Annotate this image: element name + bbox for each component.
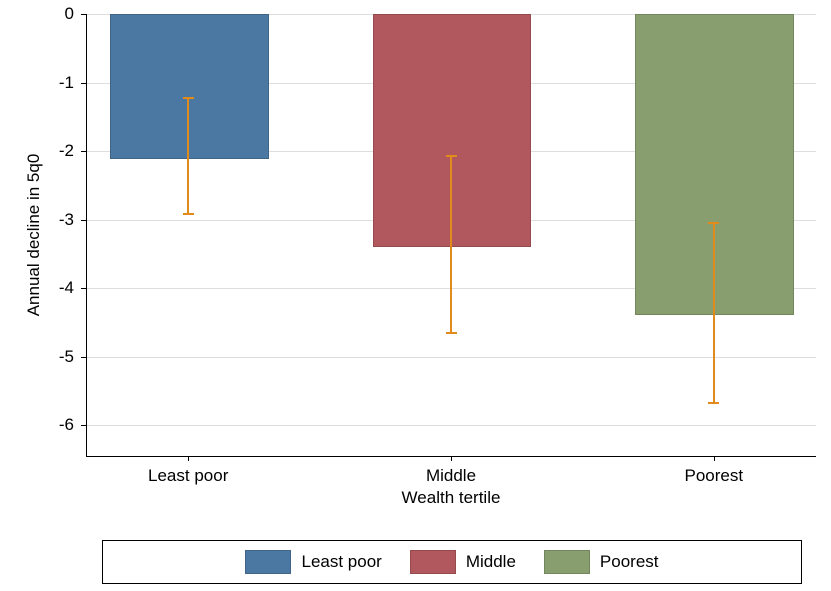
gridline [86,425,816,426]
x-axis-title: Wealth tertile [402,488,501,508]
legend-item-poorest: Poorest [544,550,659,574]
error-cap [446,155,457,157]
y-tick-mark [81,14,86,15]
legend-label: Poorest [600,552,659,572]
legend-label: Least poor [301,552,381,572]
y-tick-label: -5 [0,347,74,367]
error-bar [713,223,715,403]
y-tick-mark [81,83,86,84]
gridline [86,357,816,358]
y-tick-label: 0 [0,4,74,24]
bar-least-poor [110,14,269,159]
y-axis-line [86,14,87,456]
error-cap [183,213,194,215]
x-tick-label: Middle [426,466,476,486]
x-tick-mark [188,456,189,461]
y-tick-mark [81,357,86,358]
x-tick-label: Poorest [685,466,744,486]
error-bar [450,156,452,333]
error-bar [187,98,189,214]
legend: Least poor Middle Poorest [102,540,802,584]
legend-item-least-poor: Least poor [245,550,381,574]
y-tick-mark [81,151,86,152]
chart-container: 0-1-2-3-4-5-6 Least poorMiddlePoorest An… [0,0,831,591]
error-cap [708,222,719,224]
y-tick-label: -6 [0,415,74,435]
x-tick-mark [714,456,715,461]
y-axis-title: Annual decline in 5q0 [24,154,44,317]
y-tick-label: -1 [0,73,74,93]
x-tick-label: Least poor [148,466,228,486]
legend-swatch [544,550,590,574]
y-tick-mark [81,220,86,221]
error-cap [446,332,457,334]
y-tick-mark [81,288,86,289]
legend-swatch [245,550,291,574]
error-cap [708,402,719,404]
legend-label: Middle [466,552,516,572]
y-tick-mark [81,425,86,426]
error-cap [183,97,194,99]
legend-swatch [410,550,456,574]
plot-area [86,14,816,456]
legend-item-middle: Middle [410,550,516,574]
x-tick-mark [451,456,452,461]
